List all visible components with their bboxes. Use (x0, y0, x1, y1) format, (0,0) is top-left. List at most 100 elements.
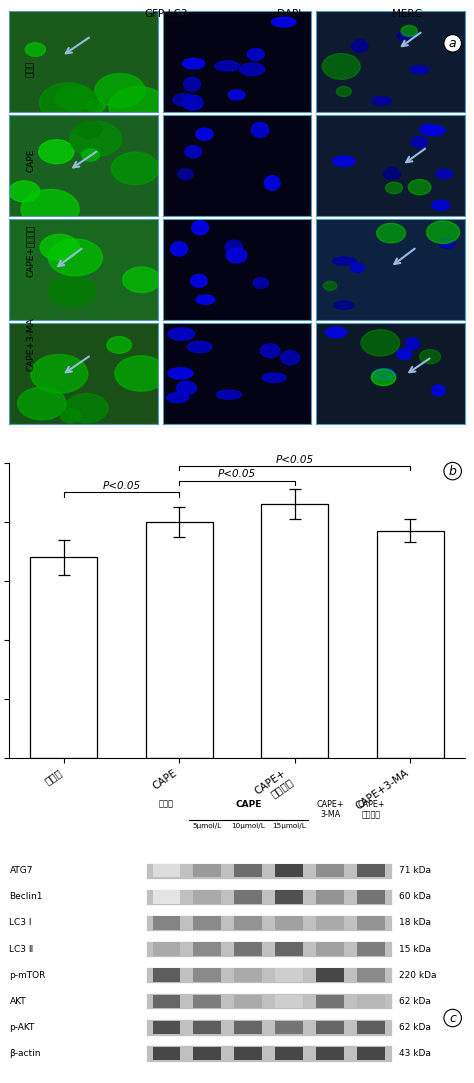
Bar (235, 994, 262, 1008)
Bar (357, 1020, 385, 1034)
Text: P<0.05: P<0.05 (276, 455, 314, 465)
Ellipse shape (183, 77, 201, 91)
Ellipse shape (262, 373, 286, 382)
Ellipse shape (191, 274, 207, 287)
Ellipse shape (239, 63, 264, 76)
Bar (30, 558, 97, 758)
Text: LC3 Ⅰ: LC3 Ⅰ (9, 918, 32, 927)
Bar (275, 1047, 303, 1060)
Bar (235, 916, 262, 929)
Bar (235, 864, 262, 877)
Bar (377, 531, 444, 758)
Text: 60 kDa: 60 kDa (399, 892, 430, 901)
Text: 62 kDa: 62 kDa (399, 1023, 430, 1032)
Bar (193, 942, 221, 956)
Ellipse shape (420, 125, 437, 134)
Ellipse shape (397, 31, 416, 40)
Bar (316, 1047, 344, 1060)
Ellipse shape (334, 301, 354, 310)
Bar (275, 864, 303, 877)
Circle shape (39, 140, 74, 164)
Ellipse shape (439, 238, 455, 248)
Circle shape (82, 149, 100, 161)
Text: P<0.05: P<0.05 (102, 481, 140, 492)
Ellipse shape (423, 126, 445, 135)
Bar (153, 916, 181, 929)
Circle shape (109, 87, 168, 127)
Circle shape (385, 182, 402, 194)
Bar (146, 915, 392, 931)
Bar (153, 968, 181, 982)
Bar (316, 994, 344, 1008)
Bar (193, 994, 221, 1008)
Circle shape (49, 275, 95, 308)
Text: DAPI: DAPI (277, 9, 301, 18)
Circle shape (70, 121, 122, 157)
Text: 220 kDa: 220 kDa (399, 970, 436, 980)
Bar (193, 864, 221, 877)
Bar (316, 864, 344, 877)
Text: 对照组: 对照组 (159, 799, 174, 809)
Text: 对照组: 对照组 (27, 62, 35, 77)
Bar (275, 1020, 303, 1034)
Bar (235, 968, 262, 982)
Bar (316, 1020, 344, 1034)
Bar (146, 967, 392, 983)
Bar (193, 1020, 221, 1034)
Text: Beclin1: Beclin1 (9, 892, 43, 901)
Ellipse shape (253, 277, 268, 288)
Text: CAPE+雷帕霉素: CAPE+雷帕霉素 (27, 225, 35, 277)
Circle shape (107, 337, 131, 353)
Circle shape (21, 190, 79, 229)
Circle shape (60, 409, 81, 422)
Circle shape (401, 25, 418, 37)
Bar (235, 1020, 262, 1034)
Circle shape (322, 53, 360, 79)
Text: CAPE: CAPE (27, 148, 35, 172)
Ellipse shape (397, 349, 411, 360)
Circle shape (48, 239, 102, 276)
Circle shape (115, 355, 167, 391)
Circle shape (111, 153, 159, 184)
Ellipse shape (168, 328, 194, 340)
Bar (235, 942, 262, 956)
Circle shape (40, 234, 79, 261)
Bar (316, 968, 344, 982)
Text: 62 kDa: 62 kDa (399, 996, 430, 1006)
Bar (275, 890, 303, 903)
Ellipse shape (272, 17, 296, 27)
Text: CAPE: CAPE (235, 799, 262, 809)
Circle shape (427, 221, 460, 244)
Bar (275, 994, 303, 1008)
Circle shape (25, 42, 46, 56)
Ellipse shape (260, 343, 280, 357)
Circle shape (87, 100, 105, 113)
Ellipse shape (216, 390, 241, 400)
Text: a: a (449, 37, 456, 50)
Ellipse shape (176, 381, 196, 394)
Bar (316, 890, 344, 903)
Ellipse shape (326, 327, 346, 338)
Bar (235, 890, 262, 903)
Text: β-actin: β-actin (9, 1049, 41, 1058)
Bar (275, 968, 303, 982)
Text: b: b (449, 465, 456, 478)
Circle shape (419, 350, 440, 364)
Bar (357, 864, 385, 877)
Ellipse shape (436, 169, 453, 179)
Bar (146, 862, 392, 878)
Circle shape (371, 369, 396, 386)
Text: p-mTOR: p-mTOR (9, 970, 46, 980)
Bar (193, 890, 221, 903)
Bar (153, 1047, 181, 1060)
Text: 71 kDa: 71 kDa (399, 866, 430, 875)
Circle shape (76, 121, 101, 139)
Ellipse shape (192, 221, 209, 235)
Ellipse shape (215, 61, 239, 71)
Bar (357, 994, 385, 1008)
Bar (316, 942, 344, 956)
Text: 5μmol/L: 5μmol/L (193, 823, 222, 830)
Text: c: c (449, 1012, 456, 1025)
Bar (146, 1045, 392, 1061)
Circle shape (65, 393, 108, 422)
